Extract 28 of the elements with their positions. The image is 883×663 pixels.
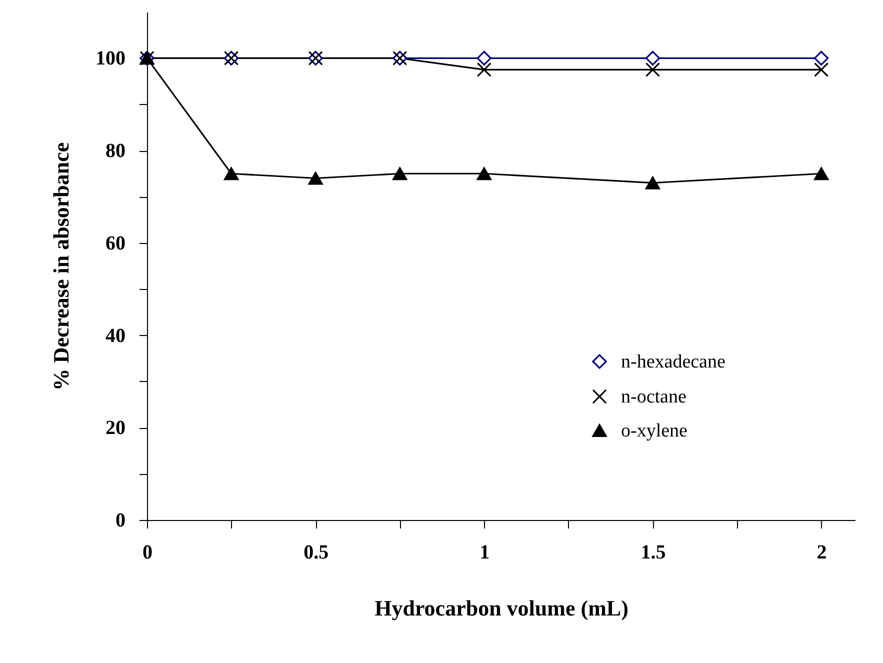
point xyxy=(224,167,239,180)
point xyxy=(476,167,492,180)
y-tick-label: 20 xyxy=(106,417,126,440)
y-tick-label: 60 xyxy=(106,232,126,254)
y-axis-title: % Decrease in absorbance xyxy=(48,142,74,391)
point xyxy=(814,167,829,180)
legend-label: n-octane xyxy=(621,386,686,408)
x-tick-label: 1.5 xyxy=(640,542,666,564)
x-tick-label: 0 xyxy=(142,542,152,564)
point xyxy=(814,50,829,66)
legend-label: n-hexadecane xyxy=(621,352,726,372)
point xyxy=(392,167,408,180)
y-tick-label: 0 xyxy=(116,510,126,532)
legend-label: o-xylene xyxy=(621,420,688,442)
y-tick-label: 100 xyxy=(96,48,126,70)
text: 0.5 xyxy=(304,542,329,564)
point xyxy=(308,172,323,185)
point xyxy=(476,62,492,78)
x-tick-label: 1 xyxy=(480,542,490,564)
point xyxy=(476,50,492,66)
x-axis-title: Hydrocarbon volume (mL) xyxy=(374,596,628,620)
point xyxy=(645,62,660,78)
x-tick-label: 2 xyxy=(816,542,827,564)
point xyxy=(645,50,660,66)
point xyxy=(645,176,660,190)
y-tick-label: 40 xyxy=(106,324,126,347)
point xyxy=(814,62,829,78)
y-tick-label: 80 xyxy=(106,140,126,162)
